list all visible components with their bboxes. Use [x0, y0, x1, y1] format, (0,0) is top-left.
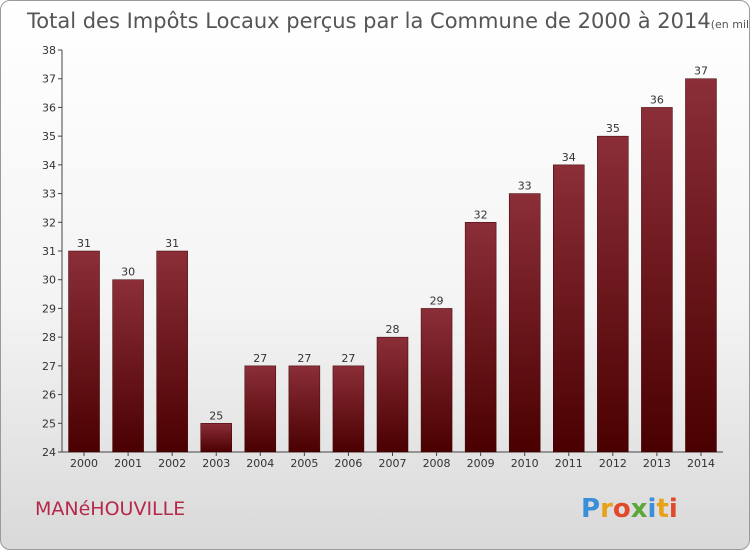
value-label-2010: 33 — [518, 180, 532, 193]
x-tick-label-2007: 2007 — [379, 457, 407, 470]
x-tick-label-2012: 2012 — [599, 457, 627, 470]
y-tick-label: 36 — [42, 101, 56, 114]
bar-2009 — [464, 222, 497, 453]
bar-2005 — [288, 365, 321, 453]
bar-2006 — [332, 365, 365, 453]
logo-letter: i — [648, 494, 657, 524]
y-tick-label: 38 — [42, 44, 56, 57]
x-tick-label-2009: 2009 — [467, 457, 495, 470]
y-axis-ticks: 24 25 26 27 28 29 30 31 32 33 34 35 36 37 38 — [42, 44, 62, 459]
value-label-2004: 27 — [253, 352, 267, 365]
value-label-2011: 34 — [562, 151, 576, 164]
bars-group — [68, 78, 717, 453]
y-tick-label: 37 — [42, 73, 56, 86]
value-label-2001: 30 — [121, 266, 135, 279]
y-tick-label: 26 — [42, 389, 56, 402]
logo-letter: r — [600, 494, 613, 524]
value-label-2000: 31 — [77, 237, 91, 250]
y-tick-label: 28 — [42, 331, 56, 344]
value-label-2005: 27 — [297, 352, 311, 365]
proxiti-logo: Proxiti — [581, 494, 678, 524]
value-label-2006: 27 — [341, 352, 355, 365]
value-label-2009: 32 — [474, 208, 488, 221]
value-label-2002: 31 — [165, 237, 179, 250]
x-tick-label-2000: 2000 — [70, 457, 98, 470]
bar-2000 — [68, 250, 100, 453]
x-tick-label-2011: 2011 — [555, 457, 583, 470]
bar-2003 — [200, 423, 232, 453]
bar-2012 — [597, 135, 629, 453]
chart-title-text: Total des Impôts Locaux perçus par la Co… — [26, 9, 711, 33]
x-axis-ticks: 2000 2001 2002 2003 2004 2005 2006 2007 2008 2009… — [70, 452, 715, 470]
value-label-2008: 29 — [430, 294, 444, 307]
y-tick-label: 35 — [42, 130, 56, 143]
bar-2013 — [641, 107, 673, 453]
x-tick-label-2008: 2008 — [423, 457, 451, 470]
x-tick-label-2006: 2006 — [334, 457, 362, 470]
logo-letter: t — [656, 494, 668, 524]
x-tick-label-2003: 2003 — [202, 457, 230, 470]
value-label-2014: 37 — [694, 65, 708, 78]
bar-2014 — [685, 78, 717, 453]
x-tick-label-2001: 2001 — [114, 457, 142, 470]
logo-letter: x — [631, 494, 648, 524]
x-tick-label-2014: 2014 — [687, 457, 715, 470]
bar-2008 — [420, 308, 453, 453]
value-label-2007: 28 — [386, 323, 400, 336]
y-tick-label: 30 — [42, 274, 56, 287]
logo-letter: P — [581, 494, 600, 524]
x-tick-label-2013: 2013 — [643, 457, 671, 470]
y-tick-label: 25 — [42, 417, 56, 430]
y-tick-label: 27 — [42, 360, 56, 373]
bar-2001 — [112, 279, 144, 453]
bar-2004 — [244, 365, 277, 453]
bar-2002 — [156, 250, 188, 453]
commune-name: MANéHOUVILLE — [35, 498, 185, 520]
value-labels-group: 31 30 31 25 27 27 27 28 29 32 33 34 35 36 37 — [77, 65, 708, 423]
bar-2007 — [376, 336, 409, 453]
value-label-2012: 35 — [606, 122, 620, 135]
x-tick-label-2005: 2005 — [290, 457, 318, 470]
logo-letter: i — [669, 494, 678, 524]
y-tick-label: 34 — [42, 159, 56, 172]
bar-2011 — [553, 164, 585, 453]
y-tick-label: 31 — [42, 245, 56, 258]
y-tick-label: 32 — [42, 216, 56, 229]
chart-title-unit: (en milliers d'€) — [711, 18, 749, 31]
y-tick-label: 33 — [42, 188, 56, 201]
x-tick-label-2002: 2002 — [158, 457, 186, 470]
x-tick-label-2004: 2004 — [246, 457, 274, 470]
y-tick-label: 24 — [42, 446, 56, 459]
value-label-2013: 36 — [650, 93, 664, 106]
x-tick-label-2010: 2010 — [511, 457, 539, 470]
chart-title: Total des Impôts Locaux perçus par la Co… — [26, 9, 749, 33]
value-label-2003: 25 — [209, 409, 223, 422]
bar-2010 — [508, 193, 541, 453]
logo-letter: o — [613, 494, 631, 524]
y-tick-label: 29 — [42, 302, 56, 315]
